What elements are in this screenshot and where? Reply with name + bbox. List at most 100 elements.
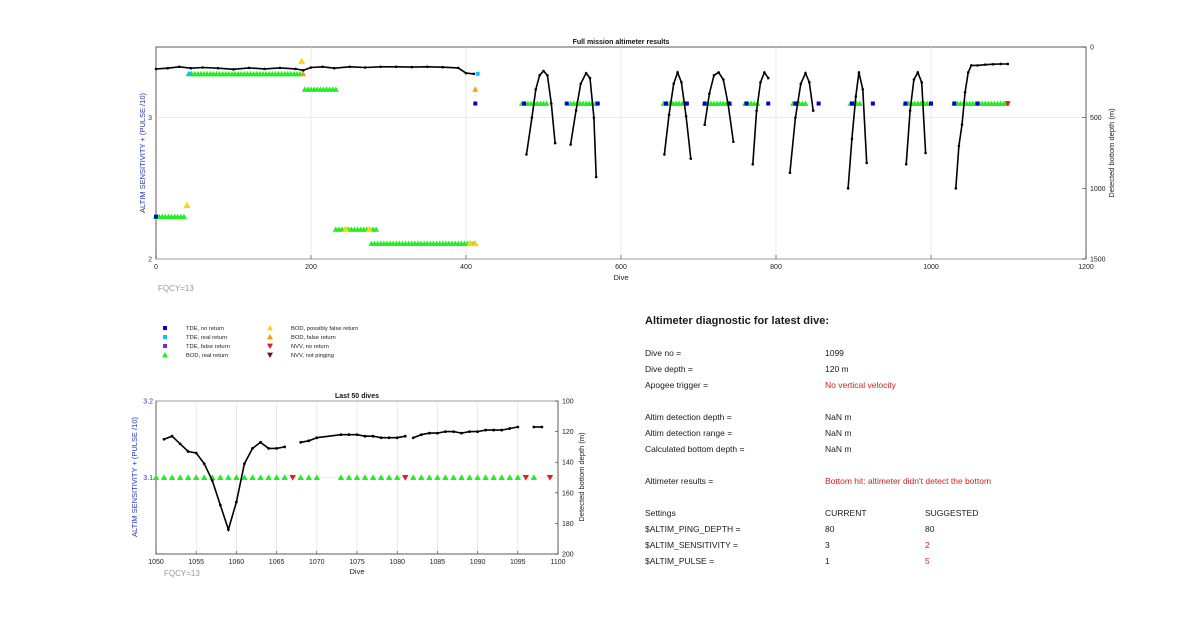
x-tick-label: 1000 — [923, 264, 939, 271]
depth-point — [912, 78, 916, 81]
apogee-row: Apogee trigger = No vertical velocity — [645, 380, 1185, 392]
depth-point — [363, 434, 367, 438]
x-tick-label: 1070 — [309, 559, 325, 566]
depth-point — [960, 123, 964, 127]
depth-point — [371, 434, 375, 438]
depth-point — [759, 81, 762, 84]
y2-tick-label: 180 — [562, 521, 574, 528]
depth-point — [177, 65, 181, 69]
bod-real-marker — [530, 474, 538, 481]
legend-swatch — [267, 343, 273, 349]
depth-point — [410, 65, 414, 69]
depth-point — [210, 479, 214, 482]
legend-label: BOD, possibly false return — [291, 326, 358, 332]
depth-point — [794, 116, 797, 119]
legend-swatch — [267, 352, 273, 358]
depth-point — [908, 109, 912, 112]
y-tick-label: 3.2 — [143, 399, 153, 406]
depth-point — [676, 71, 679, 74]
bod-real-marker — [337, 474, 345, 481]
depth-point — [726, 102, 730, 105]
x-tick-label: 600 — [615, 264, 627, 271]
depth-point — [492, 428, 496, 432]
sensitivity-current: 3 — [825, 540, 830, 550]
x-tick-label: 1065 — [269, 559, 285, 566]
tde-no-return-marker — [929, 101, 933, 106]
dive-no-label: Dive no = — [645, 348, 682, 358]
bod-real-marker — [152, 474, 160, 481]
bod-real-marker — [410, 474, 417, 481]
tde-real-return-marker — [188, 71, 193, 76]
depth-line — [525, 69, 556, 155]
depth-point — [546, 73, 549, 77]
last-50-ticks: 1050 1055 1060 1065 1070 1075 1080 1085 1090 1095… — [143, 399, 574, 567]
depth-point — [708, 92, 711, 95]
results-label: Altimeter results = — [645, 476, 714, 486]
depth-point — [755, 109, 758, 112]
bod-real-marker — [373, 226, 380, 232]
tde-no-return-marker — [473, 101, 478, 106]
depth-point — [861, 88, 865, 91]
depth-point — [332, 66, 336, 70]
bod-real-marker — [361, 474, 369, 481]
depth-point — [201, 66, 204, 69]
x-tick-label: 400 — [460, 264, 472, 271]
bod-real-marker — [482, 474, 489, 481]
sensitivity-label: $ALTIM_SENSITIVITY = — [645, 540, 738, 550]
bod-real-marker — [385, 474, 393, 481]
depth-point — [464, 71, 468, 75]
y2-tick-label: 100 — [562, 399, 574, 406]
dive-depth-label: Dive depth = — [645, 364, 693, 374]
last-50-depth-lines — [162, 425, 544, 533]
nvv-no-return-marker — [402, 474, 409, 481]
depth-point — [166, 66, 169, 70]
depth-point — [846, 187, 850, 190]
depth-point — [394, 65, 398, 69]
y2-tick-label: 120 — [562, 429, 574, 436]
bod-real-marker — [450, 474, 457, 481]
tde-no-return-marker — [870, 101, 875, 106]
x-tick-label: 1090 — [470, 559, 486, 566]
x-tick-label: 1050 — [148, 559, 164, 566]
depth-point — [218, 503, 222, 507]
last-50-title: Last 50 dives — [335, 393, 379, 400]
x-tick-label: 1055 — [188, 559, 204, 566]
depth-point — [850, 137, 854, 141]
bod-real-marker — [233, 474, 240, 481]
depth-point — [387, 436, 391, 440]
depth-point — [672, 82, 675, 86]
y2-tick-label: 140 — [562, 460, 574, 467]
altim-detect-depth-label: Altim detection depth = — [645, 412, 732, 422]
depth-point — [584, 71, 588, 75]
full-mission-y2-label: Detected bottom depth (m) — [1107, 108, 1116, 198]
depth-point — [689, 157, 693, 160]
depth-point — [170, 434, 174, 438]
tde-no-return-marker — [595, 101, 600, 106]
depth-point — [732, 140, 735, 143]
y2-tick-label: 1000 — [1090, 186, 1106, 193]
depth-point — [379, 65, 383, 69]
bod-false-marker — [472, 86, 479, 92]
depth-point — [857, 71, 861, 74]
nvv-no-return-marker — [546, 474, 554, 481]
tde-no-return-marker — [952, 101, 957, 106]
tde-no-return-marker — [522, 101, 527, 106]
depth-point — [452, 430, 455, 433]
depth-point — [594, 175, 598, 179]
full-mission-x-label: Dive — [613, 273, 628, 282]
bod-possibly-false-marker — [183, 201, 191, 209]
last-50-y2-label: Detected bottom depth (m) — [577, 432, 586, 522]
bod-real-marker — [201, 474, 208, 481]
depth-point — [717, 71, 720, 74]
dive-no-value: 1099 — [825, 348, 844, 358]
depth-point — [472, 72, 476, 76]
dive-depth-row: Dive depth = 120 m — [645, 364, 1185, 376]
depth-point — [999, 62, 1003, 66]
depth-point — [508, 427, 512, 430]
bod-real-marker — [297, 474, 304, 481]
bod-possibly-false-marker — [342, 225, 350, 233]
bod-real-marker — [418, 474, 425, 481]
depth-point — [579, 82, 582, 86]
y2-tick-label: 0 — [1090, 45, 1094, 52]
depth-point — [588, 76, 592, 80]
